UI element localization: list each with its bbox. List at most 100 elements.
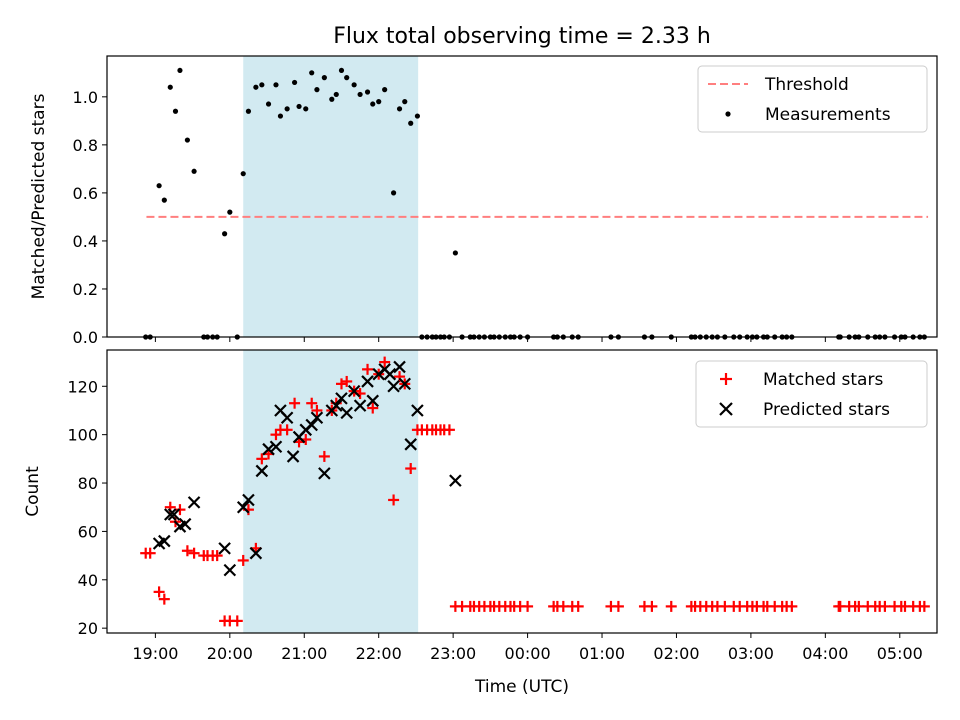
measurement-point xyxy=(273,82,279,88)
matched-star-point xyxy=(188,547,200,559)
predicted-star-point xyxy=(255,464,269,478)
predicted-star-point xyxy=(347,384,361,398)
predicted-star-point xyxy=(286,450,300,463)
predicted-star-point xyxy=(387,380,400,393)
predicted-star-point xyxy=(449,474,462,487)
predicted-star-point xyxy=(249,546,263,560)
measurement-point xyxy=(364,89,371,95)
bottom-legend: Matched stars Predicted stars xyxy=(695,360,928,428)
top-plot-panel: 0.0 0.2 0.4 0.6 0.8 1.0 Matched/Predicted sta… xyxy=(29,55,938,347)
matched-star-point xyxy=(918,600,930,612)
bottom-x-tick-label: 01:00 xyxy=(579,644,625,663)
predicted-star-point xyxy=(340,406,353,420)
bottom-y-tick-label: 60 xyxy=(78,522,98,541)
matched-star-point xyxy=(646,600,658,612)
matched-star-point xyxy=(362,363,374,375)
top-legend-box xyxy=(697,65,928,133)
predicted-star-point xyxy=(223,563,237,577)
measurement-point xyxy=(452,250,458,256)
observing-window-span xyxy=(243,56,419,337)
measurement-point xyxy=(390,190,397,196)
bottom-x-tick-label: 22:00 xyxy=(356,644,402,663)
predicted-star-point xyxy=(329,399,343,412)
measurement-point xyxy=(314,87,320,93)
bottom-x-tick-label: 23:00 xyxy=(430,644,476,663)
matched-star-point xyxy=(256,453,268,465)
top-y-tick-label: 1.0 xyxy=(73,88,98,107)
measurement-point xyxy=(333,91,339,98)
matched-star-point xyxy=(572,600,584,612)
matched-star-point xyxy=(394,371,406,383)
matched-star-point xyxy=(335,378,347,390)
predicted-star-point xyxy=(242,493,255,507)
measurement-point xyxy=(253,84,259,90)
matched-star-point xyxy=(786,600,798,612)
matched-star-point xyxy=(153,586,165,598)
top-y-axis-label: Matched/Predicted stars xyxy=(29,93,49,299)
legend-measurements-swatch xyxy=(725,111,731,117)
matched-star-point xyxy=(367,402,379,414)
matched-star-point xyxy=(158,593,170,605)
predicted-star-point xyxy=(236,500,250,514)
measurement-point xyxy=(382,87,388,93)
bottom-y-tick-label: 80 xyxy=(78,474,98,493)
measurement-point xyxy=(240,171,246,177)
legend-matched-label: Matched stars xyxy=(763,370,883,390)
predicted-star-point xyxy=(187,496,201,509)
predicted-star-point xyxy=(269,440,283,454)
measurement-point xyxy=(344,75,350,81)
bottom-x-tick-label: 20:00 xyxy=(207,644,253,663)
measurement-point xyxy=(291,79,298,86)
top-y-axis-ticks: 0.0 0.2 0.4 0.6 0.8 1.0 xyxy=(73,88,107,347)
measurement-point xyxy=(296,103,302,110)
predicted-star-point xyxy=(163,508,177,521)
measurement-point xyxy=(156,183,162,189)
predicted-star-point xyxy=(411,404,424,417)
measurement-point xyxy=(222,231,228,237)
top-y-tick-label: 0.8 xyxy=(73,136,98,155)
predicted-stars-points xyxy=(152,360,462,577)
matched-star-point xyxy=(211,550,223,562)
bottom-x-tick-label: 04:00 xyxy=(802,644,848,663)
measurement-point xyxy=(177,67,183,74)
bottom-y-tick-label: 120 xyxy=(67,377,98,396)
matched-star-point xyxy=(144,547,156,559)
chart-title: Flux total observing time = 2.33 h xyxy=(333,24,711,49)
predicted-star-point xyxy=(383,367,397,381)
measurements-points xyxy=(143,67,927,340)
bottom-x-tick-label: 05:00 xyxy=(877,644,923,663)
measurement-point xyxy=(309,70,315,76)
matched-star-point xyxy=(522,600,534,612)
bottom-plot-panel: 20 40 60 80 100 120 19:00 20:00 21:00 22:00 23:00… xyxy=(23,349,938,697)
matched-star-point xyxy=(289,397,301,409)
measurement-point xyxy=(376,99,382,105)
measurement-point xyxy=(329,96,335,102)
bottom-plot-frame xyxy=(106,349,938,634)
matched-star-point xyxy=(879,600,891,612)
matched-star-point xyxy=(306,397,318,409)
measurement-point xyxy=(167,84,173,90)
bottom-y-tick-label: 40 xyxy=(78,571,98,590)
legend-matched-swatch xyxy=(720,373,732,385)
bottom-x-tick-label: 19:00 xyxy=(132,644,178,663)
measurement-point xyxy=(191,168,197,174)
bottom-x-axis-ticks: 19:00 20:00 21:00 22:00 23:00 00:00 01:00 02:00… xyxy=(132,633,923,663)
top-y-tick-label: 0.6 xyxy=(73,184,98,203)
predicted-star-point xyxy=(318,467,331,480)
measurement-point xyxy=(259,82,265,88)
measurement-point xyxy=(161,197,167,203)
matched-star-point xyxy=(379,356,391,368)
predicted-star-point xyxy=(158,534,171,548)
bottom-y-tick-label: 100 xyxy=(67,426,98,445)
measurement-point xyxy=(277,113,284,119)
predicted-star-point xyxy=(178,517,192,531)
measurement-point xyxy=(172,108,179,114)
matched-star-point xyxy=(231,615,243,627)
bottom-x-tick-label: 21:00 xyxy=(281,644,327,663)
bottom-x-tick-label: 02:00 xyxy=(653,644,699,663)
measurement-point xyxy=(184,137,190,143)
measurement-point xyxy=(227,209,233,215)
measurement-point xyxy=(414,113,421,119)
predicted-star-point xyxy=(280,411,294,425)
top-y-tick-label: 0.4 xyxy=(73,232,98,251)
